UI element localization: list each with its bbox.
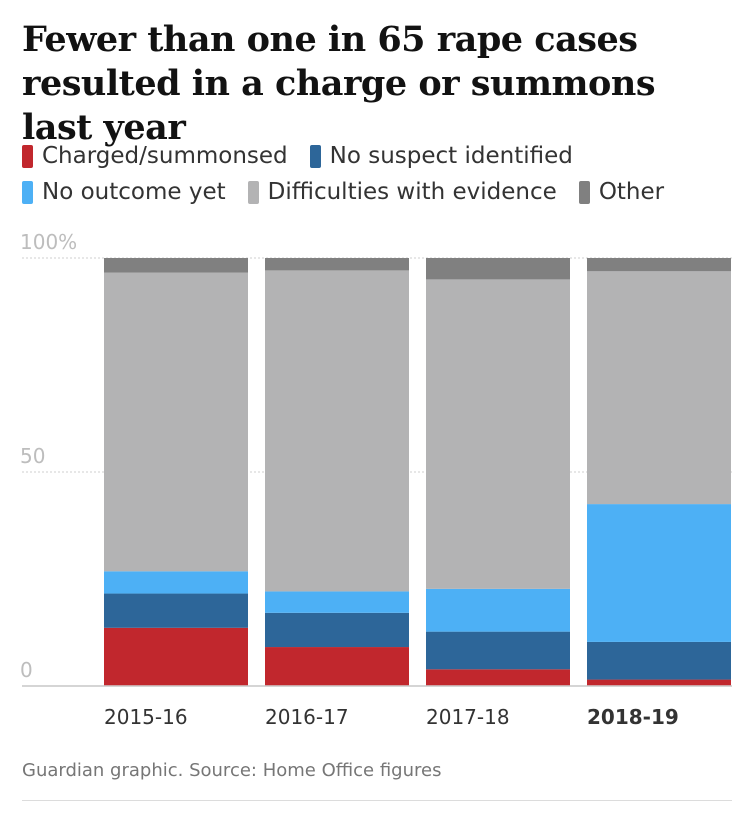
bar-segment-no_outcome-2018-19: [587, 504, 731, 642]
legend-swatch-evidence: [247, 180, 259, 204]
bar-segment-no_outcome-2016-17: [265, 591, 409, 613]
y-tick-label-0: 0: [20, 658, 33, 682]
bar-segment-evidence-2017-18: [426, 279, 570, 589]
bar-segment-evidence-2015-16: [104, 272, 248, 572]
bar-segment-no_outcome-2017-18: [426, 588, 570, 632]
legend-item-other: Other: [578, 179, 665, 205]
stacked-bar-chart: 100% 50 0 2015-16 2016-17 2017-18 2018-19: [20, 230, 732, 729]
x-tick-label-2018-19: 2018-19: [587, 705, 679, 729]
y-tick-label-100: 100%: [20, 230, 77, 254]
source-note: Guardian graphic. Source: Home Office fi…: [22, 760, 442, 781]
bar-segment-other-2017-18: [426, 258, 570, 280]
bar-segment-other-2015-16: [104, 258, 248, 273]
legend-row-1: Charged/summonsed No suspect identified: [22, 138, 732, 174]
legend-swatch-no-suspect: [309, 144, 321, 168]
legend-swatch-other: [578, 180, 590, 204]
legend: Charged/summonsed No suspect identified …: [22, 138, 732, 210]
legend-item-no-outcome: No outcome yet: [22, 179, 226, 205]
bar-group-2016-17: [265, 258, 409, 686]
bar-group-2015-16: [104, 258, 248, 686]
bar-segment-evidence-2016-17: [265, 270, 409, 592]
bar-segment-no_suspect-2017-18: [426, 631, 570, 670]
legend-swatch-no-outcome: [22, 180, 33, 204]
legend-row-2: No outcome yet Difficulties with evidenc…: [22, 174, 732, 210]
x-tick-label-2015-16: 2015-16: [104, 705, 188, 729]
bottom-divider: [22, 800, 732, 801]
bar-segment-no_outcome-2015-16: [104, 571, 248, 594]
legend-label-evidence: Difficulties with evidence: [267, 179, 557, 205]
legend-label-charged: Charged/summonsed: [42, 143, 288, 169]
bar-group-2017-18: [426, 258, 570, 686]
legend-label-no-suspect: No suspect identified: [329, 143, 573, 169]
y-tick-label-50: 50: [20, 444, 45, 468]
bar-segment-evidence-2018-19: [587, 271, 731, 505]
chart-title: Fewer than one in 65 rape cases resulted…: [22, 19, 656, 148]
bar-segment-no_suspect-2016-17: [265, 612, 409, 648]
legend-label-other: Other: [598, 179, 665, 205]
legend-item-charged: Charged/summonsed: [22, 143, 288, 169]
bar-segment-charged-2018-19: [587, 679, 731, 686]
bar-segment-charged-2016-17: [265, 647, 409, 686]
bar-segment-other-2018-19: [587, 258, 731, 272]
bar-segment-charged-2015-16: [104, 627, 248, 686]
bar-segment-charged-2017-18: [426, 669, 570, 686]
bar-group-2018-19: [587, 258, 731, 686]
legend-item-evidence: Difficulties with evidence: [247, 179, 557, 205]
x-tick-label-2017-18: 2017-18: [426, 705, 510, 729]
legend-label-no-outcome: No outcome yet: [42, 179, 226, 205]
bar-segment-no_suspect-2015-16: [104, 593, 248, 628]
legend-item-no-suspect: No suspect identified: [309, 143, 573, 169]
bar-segment-other-2016-17: [265, 258, 409, 271]
x-tick-label-2016-17: 2016-17: [265, 705, 349, 729]
bar-segment-no_suspect-2018-19: [587, 641, 731, 680]
legend-swatch-charged: [22, 144, 33, 168]
